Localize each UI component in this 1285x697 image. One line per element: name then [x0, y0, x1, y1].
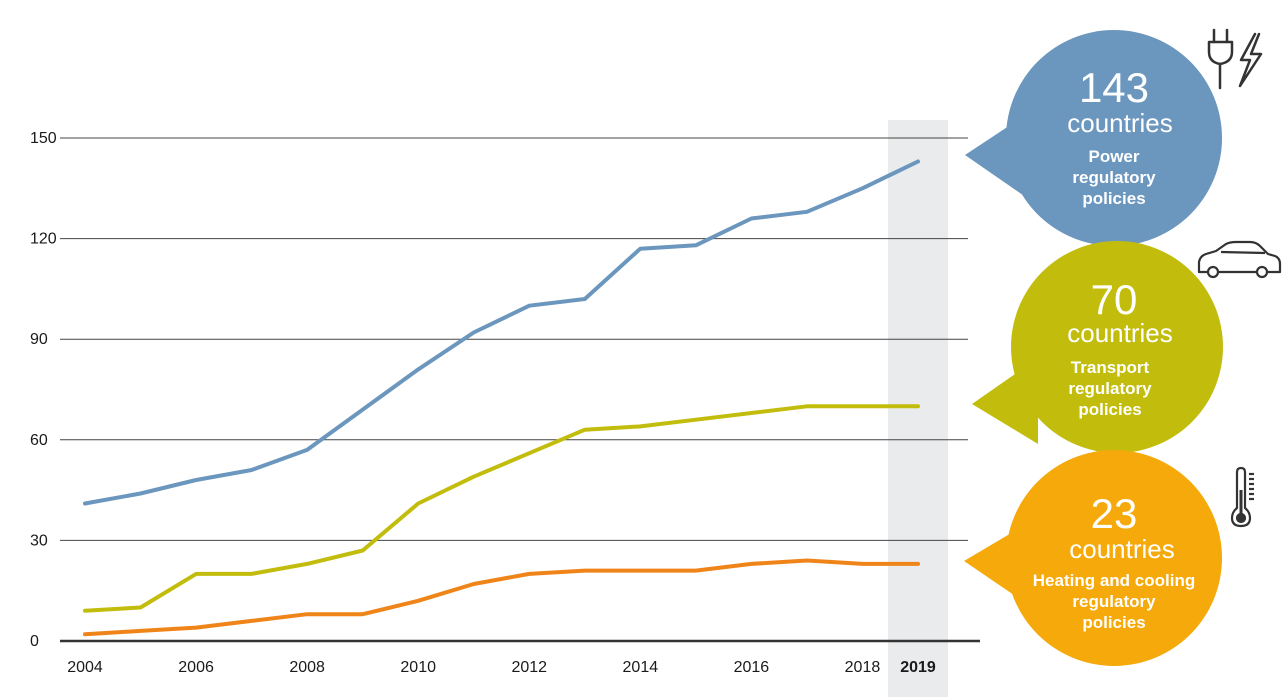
callout-power-bubble: [1006, 30, 1222, 246]
callout-heating-unit: countries: [1069, 534, 1175, 564]
callout-transport-number: 70: [1091, 276, 1138, 323]
callout-power-label-1: Power: [1088, 147, 1139, 166]
callout-heating-label-2: regulatory: [1072, 592, 1156, 611]
callout-heating-label-3: policies: [1082, 613, 1145, 632]
callout-power: 143 countries Power regulatory policies: [965, 30, 1222, 246]
callout-power-label-2: regulatory: [1072, 168, 1156, 187]
y-tick-label: 90: [30, 331, 48, 348]
thermometer-icon: [1230, 466, 1254, 528]
x-tick-label: 2008: [289, 659, 325, 676]
callout-power-number: 143: [1079, 64, 1149, 111]
callout-power-label-3: policies: [1082, 189, 1145, 208]
y-tick-label: 30: [30, 532, 48, 549]
callout-transport-label-2: regulatory: [1068, 379, 1152, 398]
x-tick-label: 2014: [623, 659, 659, 676]
x-axis-ticks: 2004 2006 2008 2010 2012 2014 2016 2018 2019: [67, 659, 936, 676]
x-tick-label: 2019: [900, 659, 936, 676]
plug-lightning-icon: [1207, 28, 1263, 90]
x-tick-label: 2004: [67, 659, 103, 676]
callout-transport-unit: countries: [1067, 318, 1173, 348]
y-tick-label: 60: [30, 432, 48, 449]
callout-heating-number: 23: [1091, 490, 1138, 537]
x-tick-label: 2018: [845, 659, 881, 676]
callout-heating-label-1: Heating and cooling: [1033, 571, 1195, 590]
callout-heating-bubble: [1006, 450, 1222, 666]
callout-transport-bubble: [1011, 241, 1223, 453]
x-tick-label: 2006: [178, 659, 214, 676]
x-tick-label: 2016: [734, 659, 770, 676]
callout-power-unit: countries: [1067, 108, 1173, 138]
callout-transport-label-1: Transport: [1071, 358, 1150, 377]
y-tick-label: 150: [30, 130, 57, 147]
x-tick-label: 2010: [400, 659, 436, 676]
y-axis-ticks: 0 30 60 90 120 150: [30, 130, 57, 650]
gridlines: [60, 137, 968, 541]
highlight-2019-column: [888, 120, 948, 697]
callout-transport-label-3: policies: [1078, 400, 1141, 419]
x-tick-label: 2012: [511, 659, 547, 676]
series-line-0: [83, 159, 920, 506]
y-tick-label: 120: [30, 231, 57, 248]
callout-heating: 23 countries Heating and cooling regulat…: [964, 450, 1222, 666]
series-lines: [83, 159, 920, 637]
y-tick-label: 0: [30, 633, 39, 650]
series-line-2: [83, 558, 920, 637]
series-line-1: [83, 404, 920, 613]
car-icon: [1197, 240, 1282, 279]
callout-transport: 70 countries Transport regulatory polici…: [972, 241, 1223, 453]
